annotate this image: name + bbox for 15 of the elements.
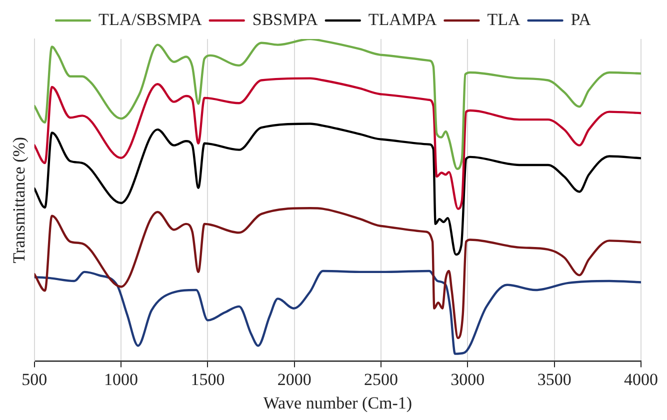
x-tick-label: 2500	[364, 370, 398, 389]
x-tick-label: 500	[22, 370, 48, 389]
x-tick-label: 4000	[624, 370, 658, 389]
x-tick-label: 2000	[277, 370, 312, 389]
legend-label: TLA/SBSMPA	[98, 10, 203, 29]
x-tick-label: 3500	[537, 370, 572, 389]
legend-label: SBSMPA	[252, 10, 319, 29]
x-tick-label: 3000	[450, 370, 485, 389]
x-tick-label: 1500	[190, 370, 225, 389]
x-tick-label: 1000	[104, 370, 138, 389]
legend-label: PA	[570, 10, 592, 29]
legend-label: TLAMPA	[368, 10, 438, 29]
y-axis-title: Transmittance (%)	[10, 136, 29, 264]
legend-label: TLA	[487, 10, 521, 29]
x-axis-title: Wave number (Cm-1)	[263, 393, 412, 412]
